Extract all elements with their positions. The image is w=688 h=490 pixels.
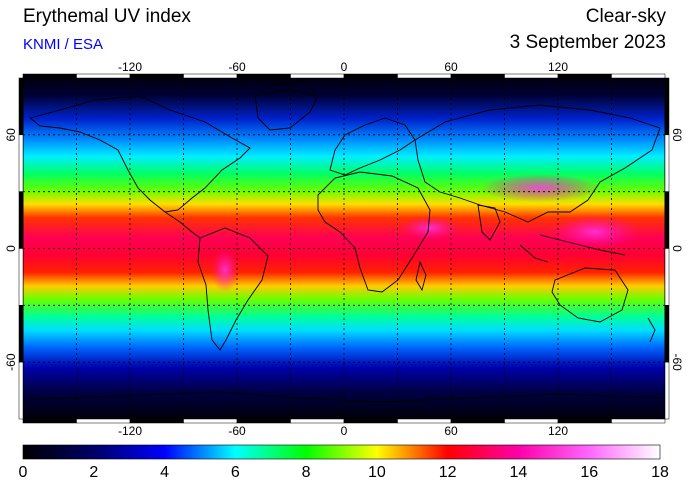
frame-tick [664, 248, 670, 306]
lon-label-top: 0 [341, 60, 348, 74]
colorbar-label: 2 [89, 464, 98, 481]
frame-tick [664, 361, 670, 420]
lat-label-left: 60 [4, 128, 18, 142]
frame-tick [18, 134, 24, 192]
lon-label-bottom: -120 [118, 424, 142, 438]
frame-tick [397, 73, 452, 79]
frame-tick [22, 418, 77, 424]
lat-label-left: -60 [4, 353, 18, 371]
colorbar-label: 14 [510, 464, 528, 481]
frame-tick [664, 191, 670, 249]
frame-tick [183, 418, 238, 424]
frame-tick [22, 73, 77, 79]
lon-label-bottom: 60 [444, 424, 458, 438]
colorbar-label: 8 [302, 464, 311, 481]
frame-tick [183, 73, 238, 79]
axis-labels: -120 -120 -60 -60 0 0 60 60 120 120 60 60 0 0 -60 -60 [4, 60, 684, 438]
lon-label-top: -60 [228, 60, 246, 74]
frame-tick [611, 418, 666, 424]
frame-tick [18, 191, 24, 249]
frame-tick [557, 73, 612, 79]
lon-label-bottom: 120 [548, 424, 568, 438]
lon-label-top: 60 [444, 60, 458, 74]
frame-tick [236, 418, 291, 424]
colorbar-label: 6 [231, 464, 240, 481]
frame-tick [504, 418, 559, 424]
date-label: 3 September 2023 [509, 32, 666, 53]
frame-tick [129, 73, 184, 79]
frame-tick [504, 73, 559, 79]
map-title: Erythemal UV index [23, 6, 191, 27]
frame-tick [397, 418, 452, 424]
frame-tick [343, 73, 398, 79]
lat-label-right: 60 [670, 128, 684, 142]
frame-tick [18, 361, 24, 420]
frame-tick [290, 73, 345, 79]
lat-label-left: 0 [4, 245, 18, 252]
frame-tick [343, 418, 398, 424]
frame-tick [664, 77, 670, 136]
frame-tick [18, 305, 24, 363]
frame-tick [76, 418, 131, 424]
frame-tick [18, 248, 24, 306]
lon-label-bottom: 0 [341, 424, 348, 438]
lat-label-right: -60 [670, 353, 684, 371]
frame-tick [450, 73, 505, 79]
credit-label: KNMI / ESA [23, 36, 104, 53]
lon-label-top: -120 [118, 60, 142, 74]
colorbar-label: 12 [439, 464, 457, 481]
colorbar-label: 4 [160, 464, 169, 481]
lat-label-right: 0 [670, 245, 684, 252]
colorbar-label: 0 [19, 464, 28, 481]
colorbar-label: 10 [368, 464, 386, 481]
frame-tick [664, 134, 670, 192]
lon-label-bottom: -60 [228, 424, 246, 438]
frame-tick [611, 73, 666, 79]
colorbar: 0 2 4 6 8 10 12 14 16 18 [19, 444, 669, 481]
colorbar-label: 18 [651, 464, 669, 481]
frame-tick [450, 418, 505, 424]
colorbar-gradient [22, 444, 661, 460]
frame-tick [664, 305, 670, 363]
colorbar-label: 16 [580, 464, 598, 481]
axis-ticks [18, 73, 670, 424]
frame-tick [236, 73, 291, 79]
coastlines [23, 81, 665, 403]
frame-tick [557, 418, 612, 424]
frame-tick [290, 418, 345, 424]
frame-tick [129, 418, 184, 424]
sky-mode-label: Clear-sky [585, 6, 666, 27]
frame-tick [18, 77, 24, 136]
frame-tick [76, 73, 131, 79]
lon-label-top: 120 [548, 60, 568, 74]
